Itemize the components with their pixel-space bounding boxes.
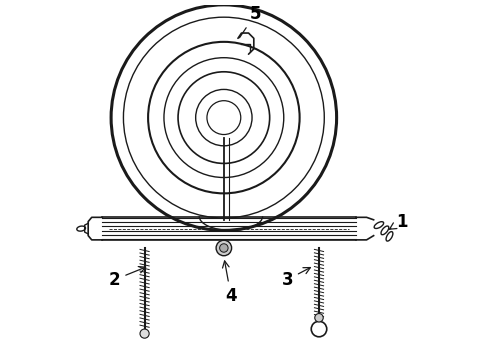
Circle shape xyxy=(216,240,232,256)
Text: 2: 2 xyxy=(109,266,146,289)
Text: 3: 3 xyxy=(281,267,310,289)
Text: 1: 1 xyxy=(390,212,408,230)
Circle shape xyxy=(315,314,323,322)
Text: 5: 5 xyxy=(240,5,261,38)
Text: 4: 4 xyxy=(222,261,237,305)
Circle shape xyxy=(140,329,149,338)
Circle shape xyxy=(220,244,228,252)
